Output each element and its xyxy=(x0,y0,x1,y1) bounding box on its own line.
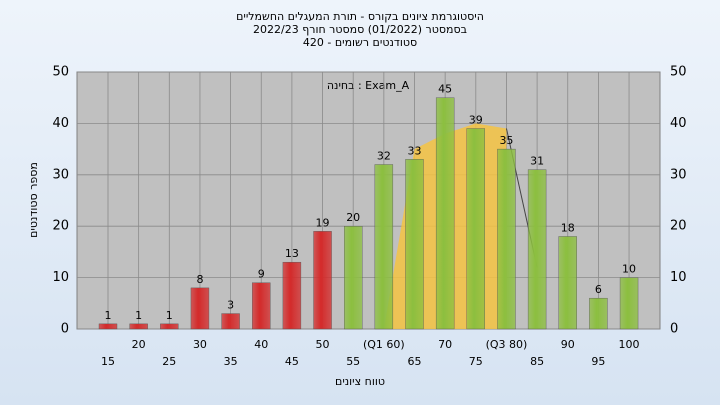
y2-tick-label: 10 xyxy=(670,270,687,285)
bar xyxy=(466,128,485,330)
y-tick-label: 40 xyxy=(52,116,69,131)
x-tick-label: 100 xyxy=(619,338,640,351)
value-label: 3 xyxy=(227,299,234,312)
y2-tick-label: 50 xyxy=(670,65,687,80)
bar xyxy=(527,169,547,330)
bar xyxy=(252,282,271,330)
value-label: 8 xyxy=(196,273,203,286)
y2-tick-label: 0 xyxy=(670,322,678,337)
x-tick-label: 55 xyxy=(346,355,360,368)
x-tick-label: 95 xyxy=(591,355,605,368)
x-tick-label: 90 xyxy=(561,338,575,351)
y-tick-label: 10 xyxy=(52,270,69,285)
annotation: בחינה : Exam_A xyxy=(327,79,410,92)
y2-tick-label: 30 xyxy=(670,167,687,182)
x-tick-label: (Q1 60) xyxy=(363,338,405,351)
bar xyxy=(558,236,577,330)
y2-tick-label: 40 xyxy=(670,116,687,131)
y-tick-label: 50 xyxy=(52,65,69,80)
value-label: 10 xyxy=(622,263,636,276)
bar xyxy=(129,323,148,330)
x-tick-label: 30 xyxy=(193,338,207,351)
x-tick-label: 50 xyxy=(316,338,330,351)
bar xyxy=(344,225,363,330)
value-label: 6 xyxy=(595,283,602,296)
value-label: 1 xyxy=(166,309,173,322)
value-label: 31 xyxy=(530,155,544,168)
x-tick-label: 35 xyxy=(224,355,238,368)
value-label: 1 xyxy=(135,309,142,322)
bar xyxy=(282,261,302,330)
value-label: 19 xyxy=(316,216,330,229)
x-tick-label: 85 xyxy=(530,355,544,368)
bar xyxy=(435,97,455,330)
value-label: 1 xyxy=(105,309,112,322)
chart-subtitle: בסמסטר (01/2022) סמסטר חורף 2022/23 xyxy=(253,23,467,36)
x-tick-label: 65 xyxy=(408,355,422,368)
bar xyxy=(589,297,608,330)
x-tick-label: 40 xyxy=(254,338,268,351)
x-tick-label: 70 xyxy=(438,338,452,351)
y-tick-label: 30 xyxy=(52,167,69,182)
value-label: 13 xyxy=(285,247,299,260)
value-label: 20 xyxy=(346,211,360,224)
x-tick-label: 15 xyxy=(101,355,115,368)
bar xyxy=(190,287,210,330)
y-tick-label: 0 xyxy=(61,322,69,337)
x-tick-label: 20 xyxy=(132,338,146,351)
y-tick-label: 20 xyxy=(52,219,69,234)
x-tick-label: 25 xyxy=(162,355,176,368)
x-tick-label: 75 xyxy=(469,355,483,368)
bar xyxy=(619,277,639,330)
value-label: 35 xyxy=(499,134,513,147)
bar xyxy=(221,313,240,330)
value-label: 39 xyxy=(469,114,483,127)
x-tick-label: 45 xyxy=(285,355,299,368)
value-label: 33 xyxy=(408,144,422,157)
value-label: 45 xyxy=(438,83,452,96)
value-label: 18 xyxy=(561,221,575,234)
chart-title: היסטוגרמת ציונים בקורס - תורת המעגלים הח… xyxy=(236,10,484,23)
y-axis-label: מספר סטודנטים xyxy=(27,162,40,238)
value-label: 32 xyxy=(377,150,391,163)
value-label: 9 xyxy=(258,268,265,281)
bar xyxy=(497,148,516,330)
x-tick-label: (Q3 80) xyxy=(486,338,528,351)
bar xyxy=(374,164,394,330)
bar xyxy=(405,159,424,330)
y2-tick-label: 20 xyxy=(670,219,687,234)
x-axis-label: טווח ציונים xyxy=(335,375,385,388)
bar xyxy=(160,323,179,330)
bar xyxy=(313,231,332,330)
chart-subtitle: 420 - סטודנטים רשומים xyxy=(303,36,417,49)
bar xyxy=(98,323,118,330)
